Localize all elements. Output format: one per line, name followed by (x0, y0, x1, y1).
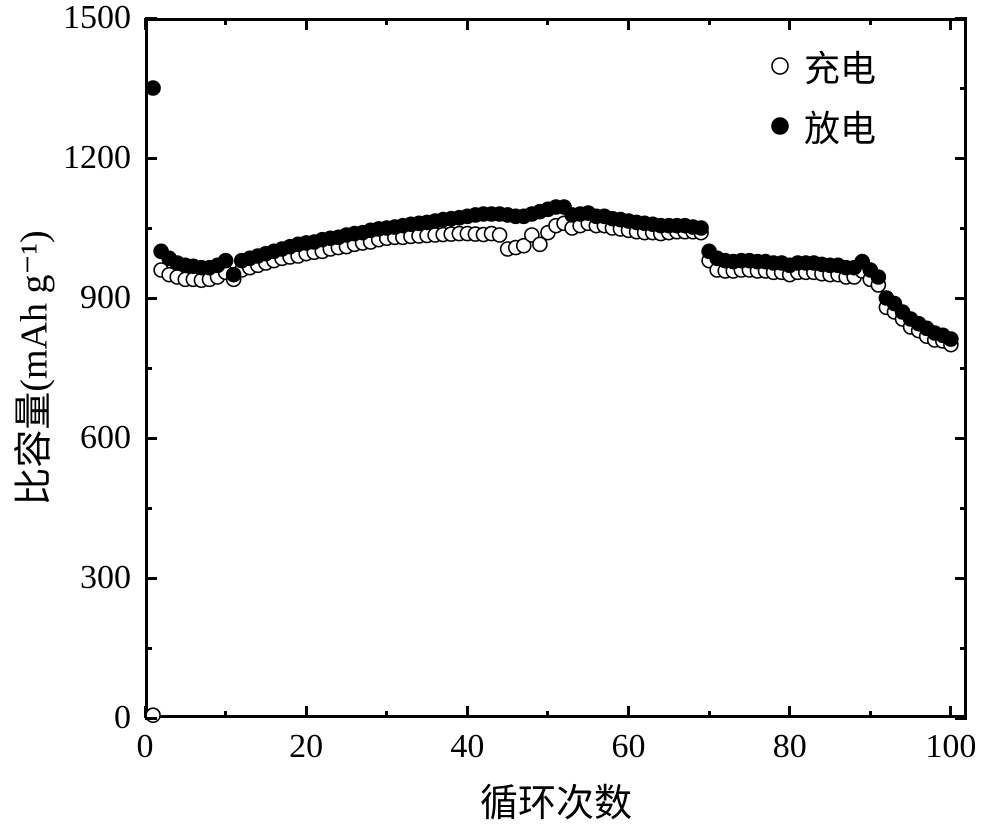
y-minor-tick (960, 87, 967, 90)
y-minor-tick (145, 647, 152, 650)
y-tick (955, 717, 967, 720)
x-axis-label: 循环次数 (480, 772, 632, 827)
chart-container: 充电 放电 比容量(mAh g⁻¹) 循环次数 0204060801000300… (0, 0, 1000, 823)
legend-item-discharge: 放电 (770, 100, 876, 152)
y-minor-tick (145, 507, 152, 510)
y-minor-tick (145, 87, 152, 90)
y-axis-label: 比容量(mAh g⁻¹) (3, 230, 58, 505)
legend-marker-charge (770, 56, 790, 76)
x-minor-tick (224, 18, 227, 25)
y-tick (955, 577, 967, 580)
y-tick (145, 717, 157, 720)
x-tick (949, 706, 952, 718)
x-minor-tick (869, 18, 872, 25)
x-tick-label: 20 (289, 728, 323, 766)
y-minor-tick (145, 367, 152, 370)
x-minor-tick (708, 18, 711, 25)
x-tick (627, 706, 630, 718)
legend-label-charge: 充电 (804, 40, 876, 92)
x-minor-tick (708, 711, 711, 718)
data-point (493, 228, 507, 242)
x-tick (305, 18, 308, 30)
x-tick (466, 706, 469, 718)
y-tick (955, 157, 967, 160)
x-minor-tick (224, 711, 227, 718)
y-minor-tick (145, 227, 152, 230)
x-tick-label: 0 (137, 728, 154, 766)
x-minor-tick (385, 711, 388, 718)
y-minor-tick (960, 367, 967, 370)
data-point (146, 708, 160, 722)
y-minor-tick (960, 647, 967, 650)
y-tick (145, 157, 157, 160)
y-tick (145, 297, 157, 300)
x-minor-tick (546, 711, 549, 718)
x-tick (466, 18, 469, 30)
x-tick-label: 100 (925, 728, 976, 766)
x-minor-tick (385, 18, 388, 25)
data-point (944, 332, 958, 346)
legend: 充电 放电 (770, 40, 876, 152)
y-minor-tick (960, 507, 967, 510)
y-tick-label: 600 (80, 419, 131, 457)
y-tick-label: 1200 (63, 139, 131, 177)
x-minor-tick (546, 18, 549, 25)
x-minor-tick (869, 711, 872, 718)
x-tick (949, 18, 952, 30)
x-tick-label: 40 (450, 728, 484, 766)
legend-marker-discharge (770, 116, 790, 136)
legend-item-charge: 充电 (770, 40, 876, 92)
data-point (694, 221, 708, 235)
data-point (219, 254, 233, 268)
y-tick (955, 297, 967, 300)
y-tick (145, 577, 157, 580)
y-tick (145, 437, 157, 440)
y-tick-label: 900 (80, 279, 131, 317)
y-tick (145, 17, 157, 20)
y-tick (955, 437, 967, 440)
y-minor-tick (960, 227, 967, 230)
x-tick-label: 60 (612, 728, 646, 766)
x-tick (788, 18, 791, 30)
x-tick (788, 706, 791, 718)
x-tick-label: 80 (773, 728, 807, 766)
x-tick (627, 18, 630, 30)
legend-label-discharge: 放电 (804, 100, 876, 152)
y-tick-label: 300 (80, 559, 131, 597)
x-tick (144, 18, 147, 30)
data-point (871, 270, 885, 284)
data-point (227, 268, 241, 282)
x-tick (305, 706, 308, 718)
y-tick (955, 17, 967, 20)
y-tick-label: 0 (114, 699, 131, 737)
y-tick-label: 1500 (63, 0, 131, 37)
